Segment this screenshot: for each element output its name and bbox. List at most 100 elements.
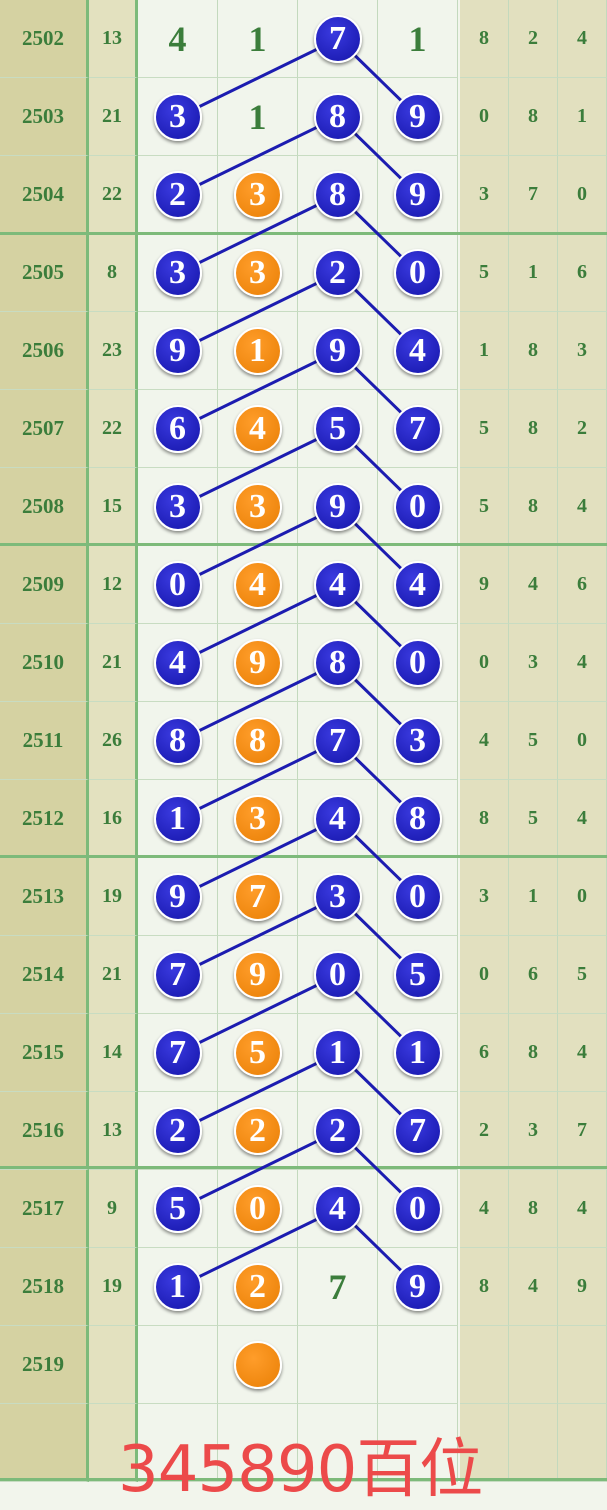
blue-ball: 8 [393,794,442,843]
digit-cell: 2 [138,156,218,234]
digit-cell: 4 [378,312,458,390]
digit-cell: 9 [298,312,378,390]
tail-cell: 4 [558,624,607,702]
sum-cell: 13 [89,1092,138,1170]
orange-ball: 5 [233,1028,282,1077]
digit-cell: 3 [138,78,218,156]
table-row: 2508 15 3 3 9 0 5 8 4 [0,468,607,546]
digit-cell: 9 [378,1248,458,1326]
digit-text: 4 [168,18,187,59]
tail-cell: 6 [558,234,607,312]
orange-ball: 3 [233,482,282,531]
tail-cell: 4 [558,468,607,546]
table-row: 2505 8 3 3 2 0 5 1 6 [0,234,607,312]
tail-cell [460,1326,509,1404]
orange-ball: 0 [233,1184,282,1233]
digit-cell: 6 [138,390,218,468]
orange-ball: 9 [233,638,282,687]
sum-cell: 26 [89,702,138,780]
tail-cell: 5 [558,936,607,1014]
digit-cell: 4 [298,1170,378,1248]
tail-cell: 0 [460,78,509,156]
digit-cell: 4 [218,546,298,624]
tail-cell: 8 [460,1248,509,1326]
digit-cell: 5 [138,1170,218,1248]
blue-ball: 2 [153,1106,202,1155]
period-cell: 2505 [0,234,89,312]
tail-cell: 8 [509,468,558,546]
blue-ball: 3 [313,872,362,921]
digit-cell: 0 [218,1170,298,1248]
blue-ball: 9 [393,92,442,141]
digit-cell: 9 [138,312,218,390]
digit-text: 1 [248,96,267,137]
tail-cell [558,1404,607,1482]
blue-ball: 5 [313,404,362,453]
blue-ball: 9 [393,1262,442,1311]
blue-ball: 4 [393,560,442,609]
tail-cell: 5 [509,780,558,858]
orange-ball: 9 [233,950,282,999]
period-cell: 2514 [0,936,89,1014]
orange-ball: 1 [233,326,282,375]
digit-cell: 1 [218,312,298,390]
blue-ball: 7 [153,950,202,999]
tail-cell: 0 [558,858,607,936]
footer-caption: 345890百位 [118,1433,483,1507]
digit-cell: 8 [378,780,458,858]
sum-cell: 21 [89,936,138,1014]
digit-cell: 3 [298,858,378,936]
tail-cell: 1 [558,78,607,156]
blue-ball: 0 [393,638,442,687]
digit-text: 1 [408,18,427,59]
tail-cell: 4 [460,702,509,780]
table-row: 2513 19 9 7 3 0 3 1 0 [0,858,607,936]
blue-ball: 3 [153,482,202,531]
blue-ball: 9 [313,482,362,531]
digit-cell: 1 [218,0,298,78]
period-cell: 2509 [0,546,89,624]
tail-cell [509,1326,558,1404]
digit-cell: 2 [218,1248,298,1326]
digit-cell: 0 [378,468,458,546]
digit-cell: 0 [378,234,458,312]
blue-ball: 2 [313,1106,362,1155]
blue-ball: 5 [153,1184,202,1233]
sum-cell: 13 [89,0,138,78]
period-cell: 2511 [0,702,89,780]
blue-ball: 4 [313,794,362,843]
tail-cell: 2 [460,1092,509,1170]
digit-cell: 2 [138,1092,218,1170]
digit-cell: 3 [218,234,298,312]
digit-cell: 3 [138,468,218,546]
sum-cell: 23 [89,312,138,390]
blue-ball: 1 [153,794,202,843]
tail-cell: 3 [460,156,509,234]
blue-ball: 9 [393,170,442,219]
blue-ball: 0 [393,248,442,297]
digit-cell: 7 [378,1092,458,1170]
group-divider [0,543,607,546]
period-cell: 2503 [0,78,89,156]
digit-cell: 0 [298,936,378,1014]
blue-ball: 9 [313,326,362,375]
blue-ball: 2 [313,248,362,297]
table-row: 2503 21 3 1 8 9 0 8 1 [0,78,607,156]
tail-cell: 6 [509,936,558,1014]
orange-ball: 2 [233,1262,282,1311]
tail-cell: 6 [460,1014,509,1092]
blue-ball: 7 [393,1106,442,1155]
table-row: 2514 21 7 9 0 5 0 6 5 [0,936,607,1014]
digit-cell: 8 [298,624,378,702]
tail-cell: 4 [509,1248,558,1326]
digit-cell: 4 [298,780,378,858]
digit-cell [298,1404,378,1482]
digit-cell [218,1404,298,1482]
digit-cell: 4 [378,546,458,624]
digit-cell: 1 [138,780,218,858]
tail-cell: 4 [460,1170,509,1248]
orange-ball: 3 [233,248,282,297]
tail-cell: 8 [509,78,558,156]
digit-cell: 0 [378,624,458,702]
table-row: 2512 16 1 3 4 8 8 5 4 [0,780,607,858]
